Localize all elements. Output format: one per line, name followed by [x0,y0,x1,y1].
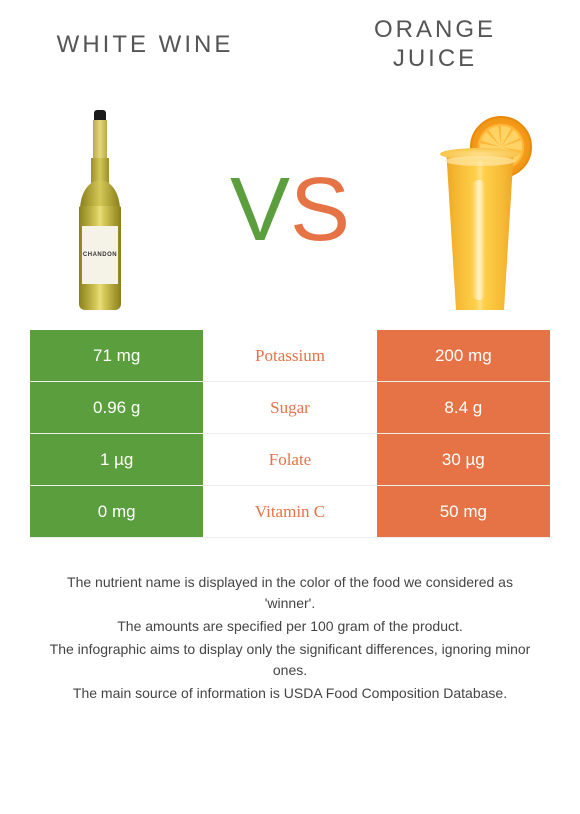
right-title-line2: JUICE [393,45,477,72]
nutrient-name: Vitamin C [203,486,376,537]
table-row: 0 mgVitamin C50 mg [30,486,550,538]
orange-juice-icon [420,110,540,310]
left-value: 0 mg [30,486,203,537]
vs-s: S [290,160,350,260]
right-value: 50 mg [377,486,550,537]
nutrient-name: Sugar [203,382,376,433]
table-row: 1 µgFolate30 µg [30,434,550,486]
table-row: 0.96 gSugar8.4 g [30,382,550,434]
nutrient-name: Potassium [203,330,376,381]
footnote-line: The amounts are specified per 100 gram o… [40,616,540,637]
right-value: 8.4 g [377,382,550,433]
header-row: WHITE WINE ORANGE JUICE [0,0,580,90]
wine-bottle-icon: CHANDON [76,110,124,310]
table-row: 71 mgPotassium200 mg [30,330,550,382]
right-image [380,90,580,330]
right-value: 30 µg [377,434,550,485]
footnote-line: The infographic aims to display only the… [40,639,540,681]
vs-v: V [230,160,290,260]
wine-label-brand: CHANDON [83,252,117,258]
footnote-line: The nutrient name is displayed in the co… [40,572,540,614]
left-title: WHITE WINE [0,31,290,60]
left-value: 71 mg [30,330,203,381]
footnotes: The nutrient name is displayed in the co… [0,538,580,704]
images-row: CHANDON VS [0,90,580,330]
right-title-line1: ORANGE [374,16,496,43]
right-title: ORANGE JUICE [290,16,580,74]
left-image: CHANDON [0,90,200,330]
footnote-line: The main source of information is USDA F… [40,683,540,704]
vs-label: VS [220,165,360,255]
left-value: 1 µg [30,434,203,485]
nutrient-name: Folate [203,434,376,485]
right-value: 200 mg [377,330,550,381]
left-value: 0.96 g [30,382,203,433]
nutrient-table: 71 mgPotassium200 mg0.96 gSugar8.4 g1 µg… [0,330,580,538]
